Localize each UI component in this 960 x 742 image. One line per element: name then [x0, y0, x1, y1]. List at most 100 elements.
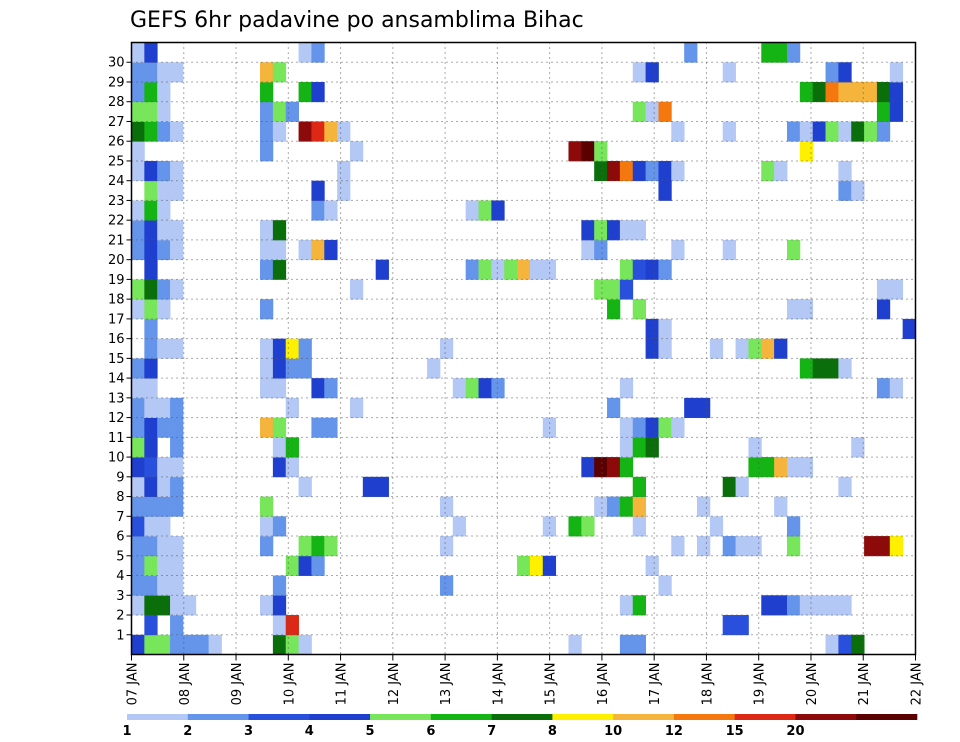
y-tick-label: 4 [116, 569, 124, 584]
heatmap-cell [157, 200, 171, 221]
heatmap-cell [260, 378, 274, 399]
y-tick-label: 25 [108, 154, 125, 169]
heatmap-cell [517, 259, 531, 280]
heatmap-cell [619, 378, 634, 399]
x-tick-label: 21 JAN [857, 663, 872, 706]
heatmap-cell [311, 121, 325, 142]
y-tick-label: 5 [116, 549, 124, 564]
heatmap-cell [157, 417, 171, 438]
heatmap-cell [619, 457, 634, 478]
heatmap-cell [337, 160, 351, 182]
y-tick-label: 22 [108, 214, 125, 229]
heatmap-cell [825, 62, 839, 83]
heatmap-cell [144, 555, 158, 576]
y-tick-label: 17 [108, 312, 125, 327]
heatmap-cell [272, 220, 287, 241]
heatmap-cell [658, 417, 672, 438]
heatmap-cell [170, 496, 184, 517]
legend-label: 15 [726, 724, 744, 739]
heatmap-cell [838, 476, 852, 497]
heatmap-cell [671, 160, 685, 182]
heatmap-cell [786, 516, 801, 537]
heatmap-cell [632, 220, 646, 241]
y-tick-label: 20 [108, 253, 125, 268]
heatmap-cell [889, 279, 904, 300]
heatmap-cell [799, 299, 814, 320]
heatmap-cell [581, 457, 595, 478]
heatmap-cell [272, 595, 287, 616]
heatmap-cell [491, 259, 505, 280]
heatmap-cell [786, 536, 801, 557]
y-tick-label: 3 [116, 589, 124, 604]
heatmap-cell [619, 634, 634, 655]
heatmap-cell [260, 101, 274, 122]
heatmap-cell [272, 437, 287, 458]
heatmap-cell [568, 634, 582, 655]
heatmap-cell [144, 160, 158, 182]
heatmap-cell [735, 536, 749, 557]
heatmap-cell [144, 615, 158, 636]
heatmap-cell [298, 81, 312, 103]
heatmap-cell [157, 338, 171, 359]
heatmap-cell [324, 378, 338, 399]
heatmap-cell [786, 299, 801, 320]
heatmap-cell [144, 299, 158, 320]
x-tick-label: 15 JAN [544, 663, 559, 706]
heatmap-cell [632, 476, 646, 497]
heatmap-cell [542, 555, 557, 576]
y-tick-label: 6 [116, 530, 124, 545]
legend-label: 3 [244, 724, 253, 739]
heatmap-cell [709, 516, 724, 537]
heatmap-cell [260, 239, 274, 261]
y-tick-label: 12 [108, 411, 125, 426]
heatmap-cell [658, 160, 672, 182]
heatmap-cell [144, 62, 158, 83]
y-tick-label: 7 [116, 510, 124, 525]
heatmap-cell [131, 536, 145, 557]
heatmap-cell [311, 555, 325, 576]
heatmap-cell [825, 634, 839, 655]
heatmap-cell [838, 121, 852, 142]
legend-label: 5 [366, 724, 375, 739]
heatmap-cell [607, 220, 621, 241]
heatmap-cell [632, 437, 646, 458]
heatmap-cell [170, 220, 184, 241]
heatmap-cell [542, 259, 557, 280]
heatmap-cell [825, 121, 839, 142]
heatmap-cell [607, 279, 621, 300]
heatmap-cell [272, 378, 287, 399]
heatmap-cell [260, 496, 274, 517]
heatmap-cell [607, 299, 621, 320]
heatmap-cell [748, 536, 762, 557]
heatmap-cell [131, 476, 145, 497]
heatmap-cell [838, 81, 852, 103]
heatmap-cell [864, 536, 878, 557]
heatmap-cell [272, 121, 287, 142]
heatmap-cell [722, 615, 736, 636]
heatmap-cell [632, 160, 646, 182]
heatmap-cell [799, 358, 814, 379]
heatmap-cell [260, 220, 274, 241]
heatmap-cell [529, 555, 544, 576]
heatmap-cell [594, 160, 608, 182]
heatmap-cell [144, 437, 158, 458]
heatmap-cell [144, 417, 158, 438]
heatmap-cell [131, 457, 145, 478]
heatmap-cell [594, 457, 608, 478]
heatmap-cell [144, 42, 158, 63]
heatmap-cell [131, 417, 145, 438]
heatmap-cell [272, 457, 287, 478]
heatmap-cell [144, 239, 158, 261]
heatmap-cell [131, 220, 145, 241]
heatmap-cell [799, 595, 814, 616]
heatmap-cell [619, 496, 634, 517]
legend-swatch [613, 714, 675, 720]
heatmap-cell [170, 121, 184, 142]
heatmap-cell [157, 457, 171, 478]
x-tick-label: 09 JAN [230, 663, 245, 706]
legend-swatch [430, 714, 492, 720]
heatmap-cell [157, 180, 171, 201]
heatmap-cell [799, 457, 814, 478]
heatmap-cell [324, 200, 338, 221]
heatmap-cell [131, 200, 145, 221]
